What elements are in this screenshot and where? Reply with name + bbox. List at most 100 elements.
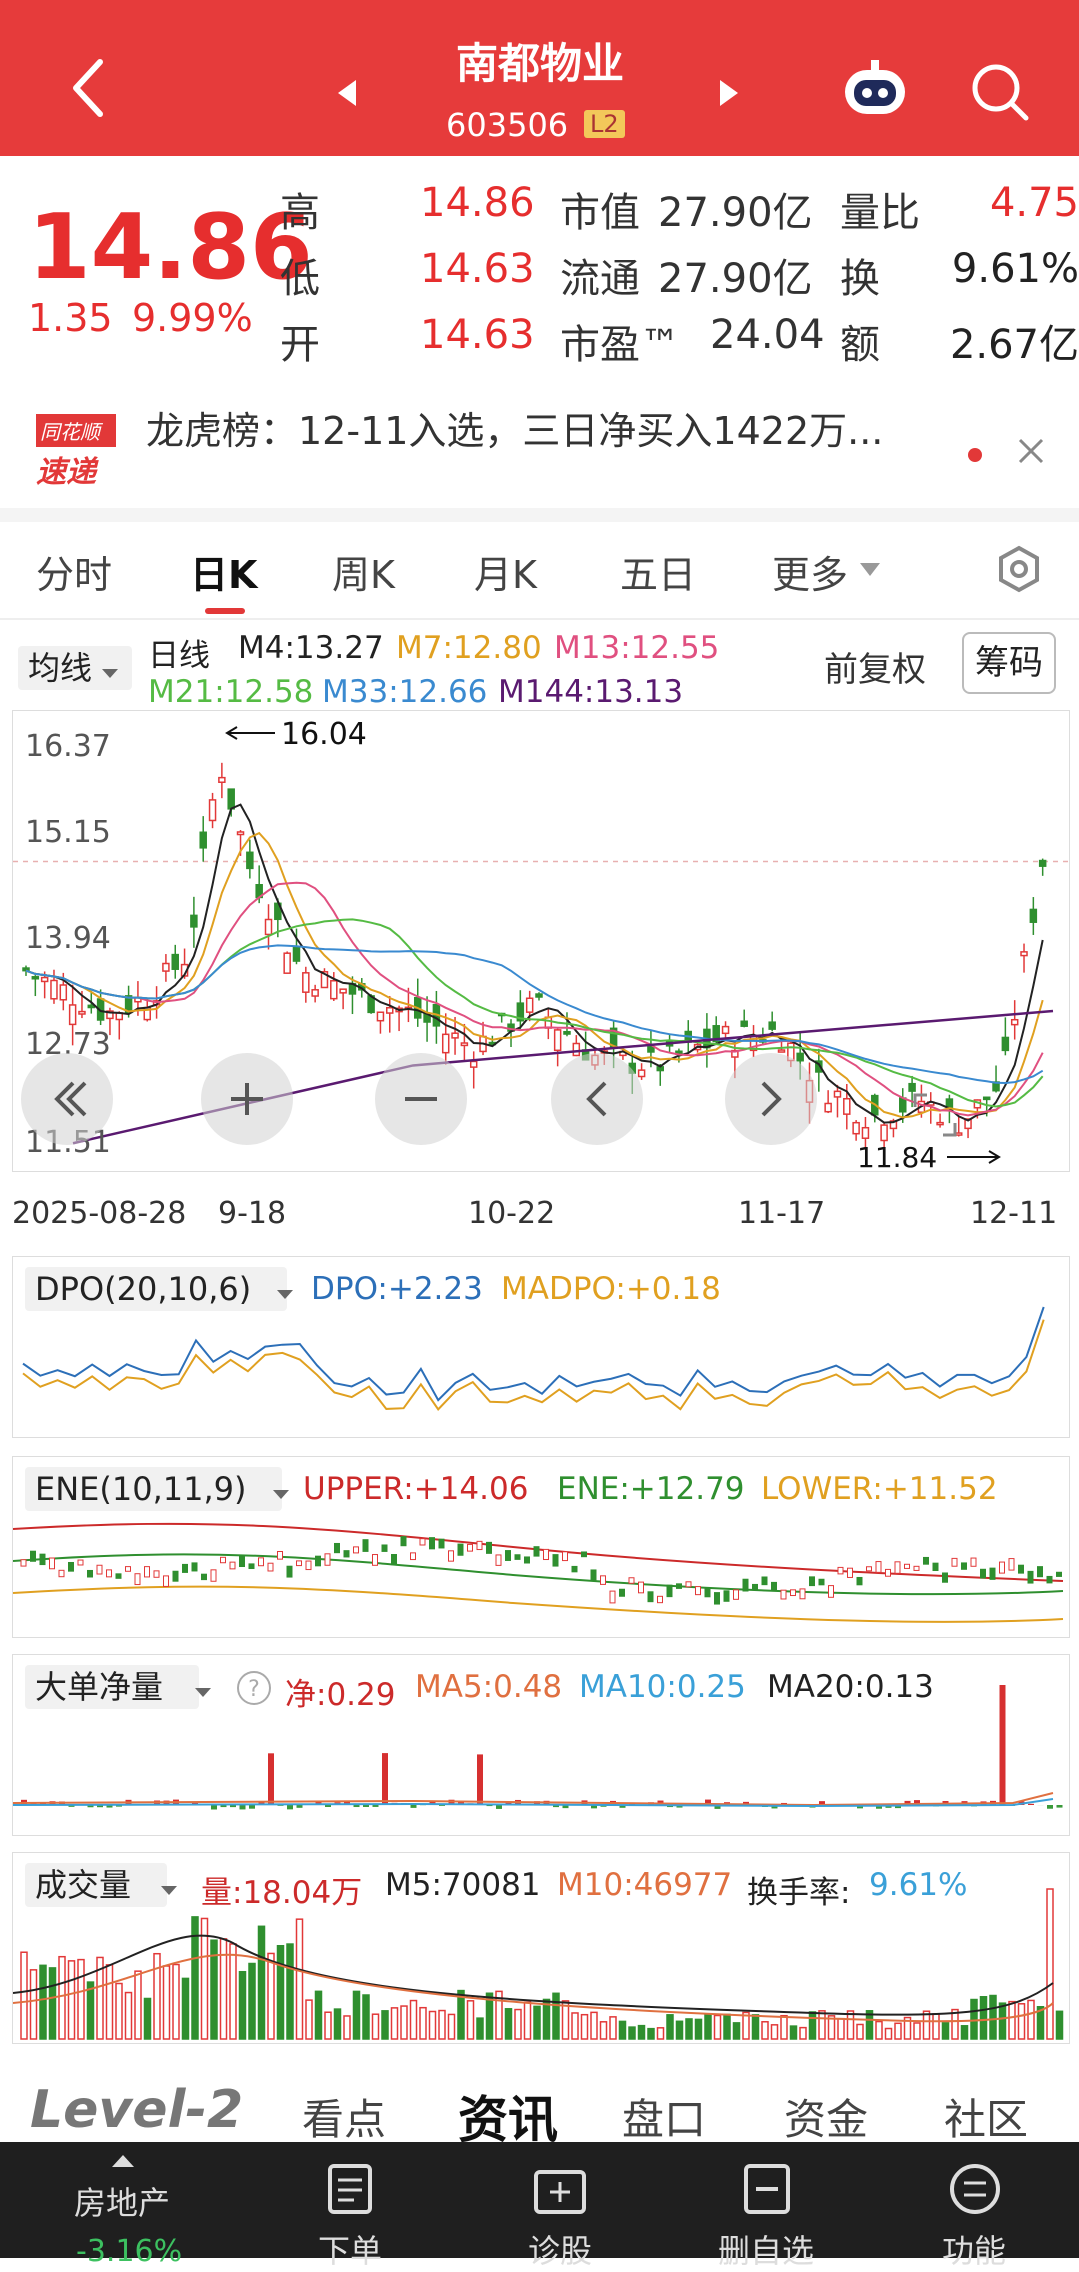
dpo-panel[interactable]: DPO(20,10,6) DPO:+2.23 MADPO:+0.18	[12, 1256, 1070, 1438]
big-order-selector[interactable]: 大单净量	[25, 1665, 199, 1709]
close-icon[interactable]	[1016, 436, 1046, 470]
volume-bar	[990, 1996, 996, 2039]
candle-body	[834, 1091, 840, 1097]
chevron-down-icon	[273, 1485, 289, 1504]
scroll-left-button[interactable]	[551, 1053, 643, 1145]
ene-candle	[943, 1573, 948, 1582]
big-order-bar	[240, 1805, 246, 1809]
candle-body	[648, 1047, 654, 1052]
stock-name: 南都物业	[440, 30, 640, 91]
volume-bar	[69, 1961, 75, 2039]
tab-more[interactable]: 更多	[772, 544, 848, 599]
current-price: 14.86	[28, 195, 313, 300]
stat-high-value: 14.86	[420, 180, 535, 226]
volume-bar	[411, 2001, 417, 2039]
candle-body	[527, 998, 533, 1012]
ene-candle	[914, 1566, 919, 1570]
back-icon[interactable]	[70, 58, 110, 98]
volume-bar	[1057, 2011, 1063, 2039]
diagnose-icon[interactable]	[532, 2162, 588, 2220]
chart-tabs: 分时 日K 周K 月K 五日 更多	[0, 530, 1079, 610]
tab-weekly-k[interactable]: 周K	[332, 544, 395, 599]
nav-order[interactable]: 下单	[318, 2226, 382, 2272]
robot-assistant-icon[interactable]	[840, 58, 910, 126]
candle-body	[172, 955, 178, 970]
period-label: 日线	[148, 630, 210, 675]
remove-watchlist-icon[interactable]	[742, 2162, 792, 2220]
scroll-right-button[interactable]	[725, 1053, 817, 1145]
ene-candle	[743, 1579, 748, 1591]
ene-candle	[553, 1555, 558, 1566]
ene-candle	[69, 1562, 74, 1571]
tab-daily-k[interactable]: 日K	[190, 544, 257, 599]
candle-body	[191, 915, 197, 927]
volume-bar	[31, 1970, 37, 2039]
adjust-mode[interactable]: 前复权	[824, 642, 926, 691]
candle-body	[443, 1034, 449, 1052]
ene-candle	[620, 1589, 625, 1596]
ene-candle	[59, 1570, 64, 1576]
ma-m13: M13:12.55	[554, 630, 719, 666]
search-icon[interactable]	[970, 62, 1030, 126]
ma-m4: M4:13.27	[238, 630, 384, 666]
volume-bar	[297, 1919, 303, 2039]
volume-bar	[971, 2000, 977, 2039]
news-banner[interactable]: 同花顺 速递 龙虎榜：12-11入选，三日净买入1422万...	[0, 390, 1079, 510]
fullscreen-icon[interactable]	[913, 1093, 957, 1141]
nav-remove-watchlist[interactable]: 删自选	[718, 2226, 814, 2272]
volume-bar	[88, 1982, 94, 2039]
tab-capital[interactable]: 资金	[784, 2086, 868, 2147]
zoom-reset-button[interactable]	[21, 1053, 113, 1145]
help-icon[interactable]: ?	[235, 1669, 273, 1711]
ma-m33: M33:12.66	[322, 674, 487, 710]
tab-order-book[interactable]: 盘口	[622, 2086, 706, 2147]
volume-panel[interactable]: 成交量 量:18.04万 M5:70081 M10:46977 换手率: 9.6…	[12, 1852, 1070, 2044]
divider	[0, 618, 1079, 620]
tab-highlights[interactable]: 看点	[302, 2086, 386, 2147]
ene-candle	[477, 1541, 482, 1549]
big-order-bar	[249, 1805, 255, 1809]
big-order-bar	[411, 1805, 417, 1808]
zoom-in-button[interactable]	[201, 1053, 293, 1145]
ene-candle	[781, 1590, 786, 1599]
order-icon[interactable]	[326, 2162, 376, 2220]
tab-level2[interactable]: Level-2	[30, 2080, 243, 2140]
volume-bar	[800, 2028, 806, 2039]
volume-selector[interactable]: 成交量	[25, 1863, 167, 1907]
high-annotation: 16.04	[281, 717, 367, 752]
ene-panel[interactable]: ENE(10,11,9) UPPER:+14.06 ENE:+12.79 LOW…	[12, 1456, 1070, 1638]
ene-selector[interactable]: ENE(10,11,9)	[25, 1467, 282, 1511]
nav-diagnose[interactable]: 诊股	[528, 2226, 592, 2272]
candle-body	[461, 1043, 467, 1045]
dpo-selector[interactable]: DPO(20,10,6)	[25, 1267, 287, 1311]
ene-candle	[382, 1545, 387, 1551]
ene-candle	[88, 1570, 93, 1577]
settings-icon[interactable]	[994, 544, 1044, 598]
tab-community[interactable]: 社区	[944, 2086, 1028, 2147]
volume-bar	[686, 2019, 692, 2039]
prev-stock-icon[interactable]	[336, 78, 358, 112]
volume-bar	[354, 1991, 360, 2039]
volume-bar	[848, 2011, 854, 2039]
big-order-panel[interactable]: 大单净量 ? 净:0.29 MA5:0.48 MA10:0.25 MA20:0.…	[12, 1654, 1070, 1836]
volume-bar	[895, 2023, 901, 2039]
chip-distribution-button[interactable]: 筹码	[962, 632, 1056, 694]
volume-bar	[772, 2025, 778, 2039]
nav-function[interactable]: 功能	[942, 2226, 1006, 2272]
tab-five-day[interactable]: 五日	[620, 544, 696, 599]
ene-candle	[468, 1544, 473, 1551]
stat-turnover-value: 9.61%	[952, 246, 1079, 292]
zoom-out-button[interactable]	[375, 1053, 467, 1145]
sector-name[interactable]: 房地产	[74, 2178, 170, 2224]
function-icon[interactable]	[948, 2162, 1002, 2220]
kline-chart[interactable]: 16.37 15.15 13.94 12.73 11.51 16.04 11.8…	[12, 710, 1070, 1172]
candle-body	[42, 978, 48, 982]
ene-candle	[867, 1567, 872, 1571]
ene-candle	[629, 1578, 634, 1584]
ene-candle	[40, 1554, 45, 1564]
tab-monthly-k[interactable]: 月K	[474, 544, 537, 599]
next-stock-icon[interactable]	[718, 78, 740, 112]
ene-candle	[534, 1547, 539, 1556]
volume-bar	[306, 2000, 312, 2039]
tab-intraday[interactable]: 分时	[36, 544, 112, 599]
